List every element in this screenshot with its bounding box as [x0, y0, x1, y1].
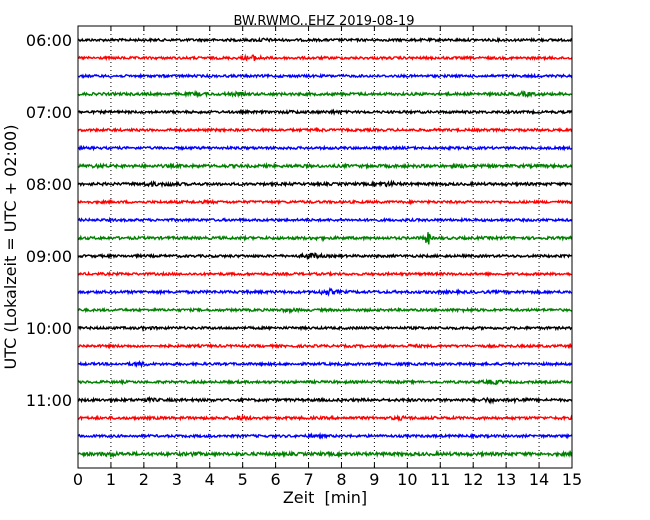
chart-title: BW.RWMO..EHZ 2019-08-19 — [233, 14, 414, 29]
seismic-trace — [77, 53, 573, 62]
x-tick-label: 4 — [205, 470, 215, 489]
seismic-trace — [77, 161, 573, 171]
seismic-trace — [77, 179, 573, 189]
y-axis-label: UTC (Lokalzeit = UTC + 02:00) — [1, 125, 20, 370]
seismic-trace — [77, 216, 573, 224]
seismic-trace — [77, 342, 573, 350]
y-tick-label: 06:00 — [26, 31, 72, 50]
x-tick-label: 15 — [562, 470, 582, 489]
x-tick-label: 1 — [106, 470, 116, 489]
seismic-trace — [77, 449, 573, 459]
x-axis-label: Zeit [min] — [283, 488, 367, 507]
seismic-trace — [77, 89, 573, 99]
seismic-trace — [77, 395, 573, 405]
seismic-trace — [77, 198, 573, 206]
seismic-trace — [77, 306, 573, 315]
vertical-grid — [110, 26, 540, 468]
x-tick-label: 2 — [139, 470, 149, 489]
y-tick-label: 08:00 — [26, 175, 72, 194]
x-tick-label: 14 — [529, 470, 549, 489]
x-tick-label: 8 — [336, 470, 346, 489]
seismic-trace — [77, 378, 573, 386]
seismic-trace — [77, 108, 573, 116]
seismic-trace — [77, 144, 573, 152]
x-tick-label: 3 — [172, 470, 182, 489]
x-tick-label: 0 — [73, 470, 83, 489]
x-tick-label: 11 — [430, 470, 450, 489]
y-tick-label: 10:00 — [26, 319, 72, 338]
seismic-trace — [77, 324, 573, 333]
seismic-trace — [77, 413, 573, 422]
y-tick-label: 11:00 — [26, 391, 72, 410]
seismic-trace — [77, 126, 573, 134]
x-tick-label: 13 — [496, 470, 516, 489]
seismic-trace — [77, 359, 573, 369]
y-axis-ticks: 06:00 07:00 08:00 09:00 10:00 11:00 — [26, 31, 572, 410]
seismic-trace — [77, 72, 573, 80]
trace-group — [77, 36, 573, 459]
x-tick-label: 6 — [271, 470, 281, 489]
seismic-trace — [77, 270, 573, 278]
seismic-trace — [77, 287, 573, 297]
x-tick-label: 12 — [463, 470, 483, 489]
x-tick-label: 5 — [238, 470, 248, 489]
seismic-trace — [77, 251, 573, 261]
x-tick-label: 10 — [397, 470, 417, 489]
y-tick-label: 09:00 — [26, 247, 72, 266]
x-tick-label: 9 — [369, 470, 379, 489]
x-axis-ticks: 0 1 2 3 4 5 6 7 8 9 10 11 12 13 14 15 — [73, 26, 582, 489]
plot-area-frame — [77, 25, 573, 469]
seismic-trace — [77, 431, 573, 440]
x-tick-label: 7 — [303, 470, 313, 489]
seismic-trace — [77, 232, 573, 245]
y-tick-label: 07:00 — [26, 103, 72, 122]
seismic-trace — [77, 36, 573, 44]
